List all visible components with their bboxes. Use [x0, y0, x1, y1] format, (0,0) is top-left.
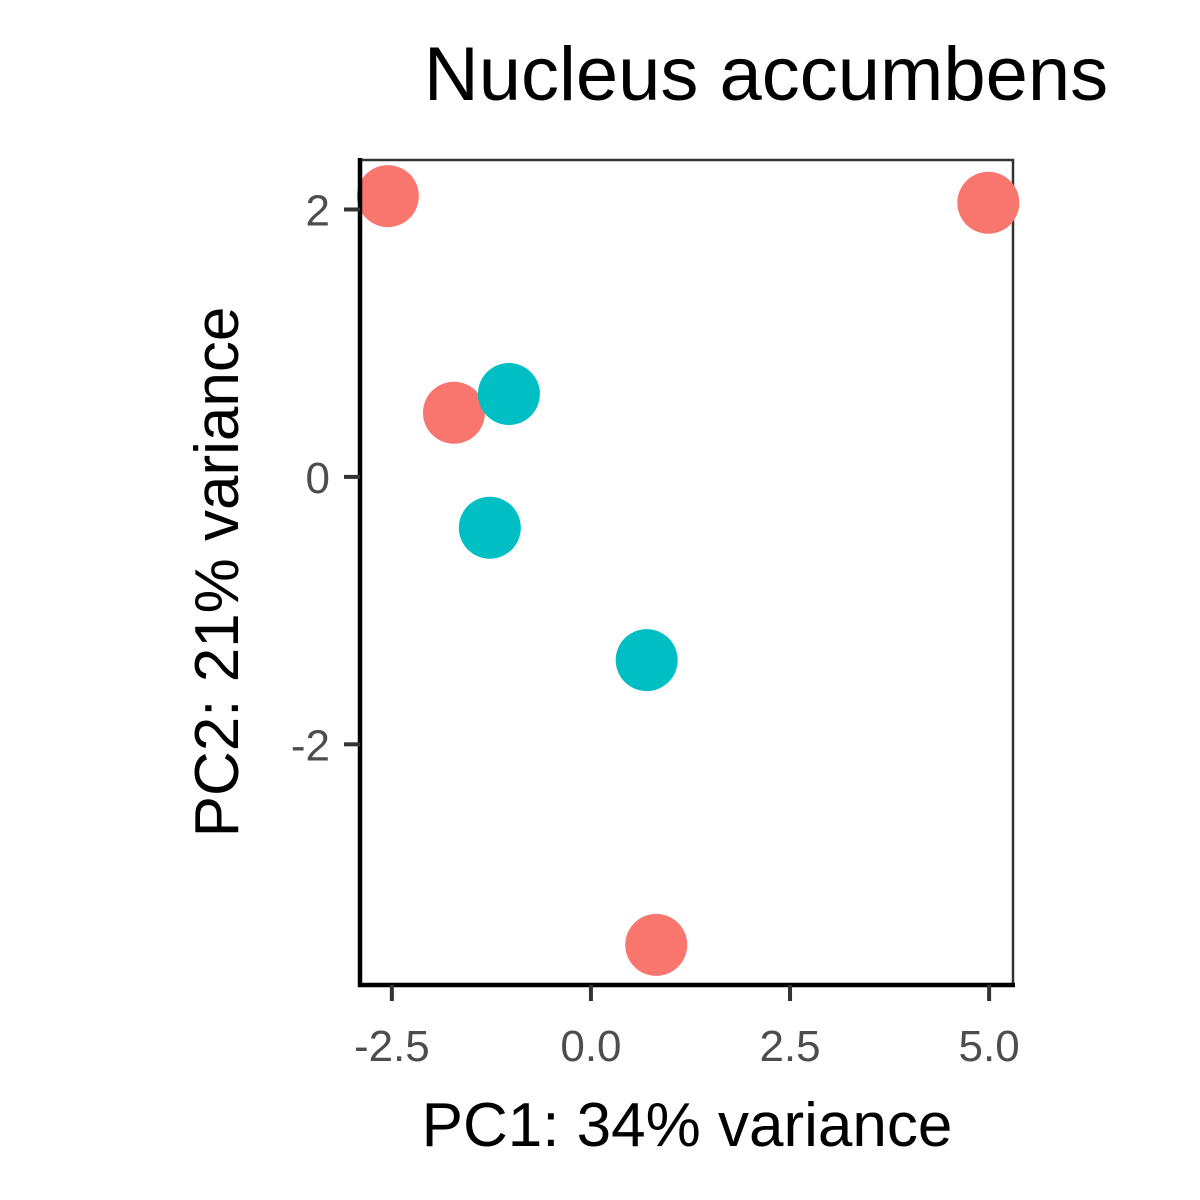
plot-panel: [358, 158, 1015, 987]
chart-title: Nucleus accumbens: [424, 32, 1108, 117]
x-axis-ticks: -2.5 0.0 2.5 5.0: [354, 985, 1020, 1071]
y-tick-label-2: 0: [306, 454, 330, 503]
data-point-7: [615, 629, 678, 692]
data-point-6: [458, 496, 521, 559]
data-point-2: [957, 171, 1020, 234]
data-point-5: [477, 362, 540, 425]
data-point-1: [356, 165, 419, 228]
y-tick-label-1: 2: [306, 186, 330, 235]
x-tick-label-3: 2.5: [759, 1022, 820, 1071]
y-axis-ticks: 2 0 -2: [291, 186, 360, 770]
data-point-4: [625, 913, 688, 976]
x-tick-label-4: 5.0: [959, 1022, 1020, 1071]
x-axis-label: PC1: 34% variance: [422, 1091, 953, 1160]
x-tick-label-1: -2.5: [354, 1022, 430, 1071]
data-points: [356, 165, 1020, 976]
y-axis-label: PC2: 21% variance: [183, 307, 252, 838]
data-point-3: [422, 381, 485, 444]
x-tick-label-2: 0.0: [560, 1022, 621, 1071]
y-tick-label-3: -2: [291, 721, 330, 770]
